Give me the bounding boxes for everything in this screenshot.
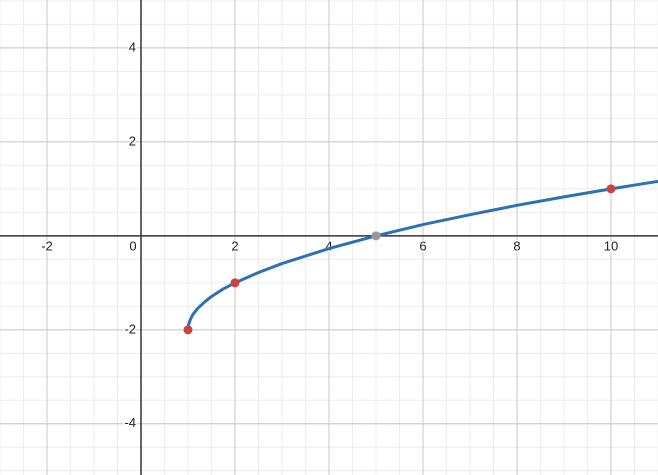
point <box>606 184 616 194</box>
y-tick-label: -4 <box>124 415 136 430</box>
curve <box>186 179 658 330</box>
y-tick-label: 4 <box>129 39 136 54</box>
x-tick-label: -2 <box>41 238 53 253</box>
x-tick-label: 10 <box>604 238 618 253</box>
x-tick-label: 8 <box>513 238 520 253</box>
x-tick-label: 6 <box>419 238 426 253</box>
y-tick-label: 2 <box>129 133 136 148</box>
point <box>183 325 193 335</box>
point <box>230 278 240 288</box>
x-tick-label: 4 <box>325 238 332 253</box>
y-tick-label: -2 <box>124 321 136 336</box>
x-tick-label: 0 <box>129 238 136 253</box>
point <box>371 231 381 241</box>
x-tick-label: 2 <box>231 238 238 253</box>
